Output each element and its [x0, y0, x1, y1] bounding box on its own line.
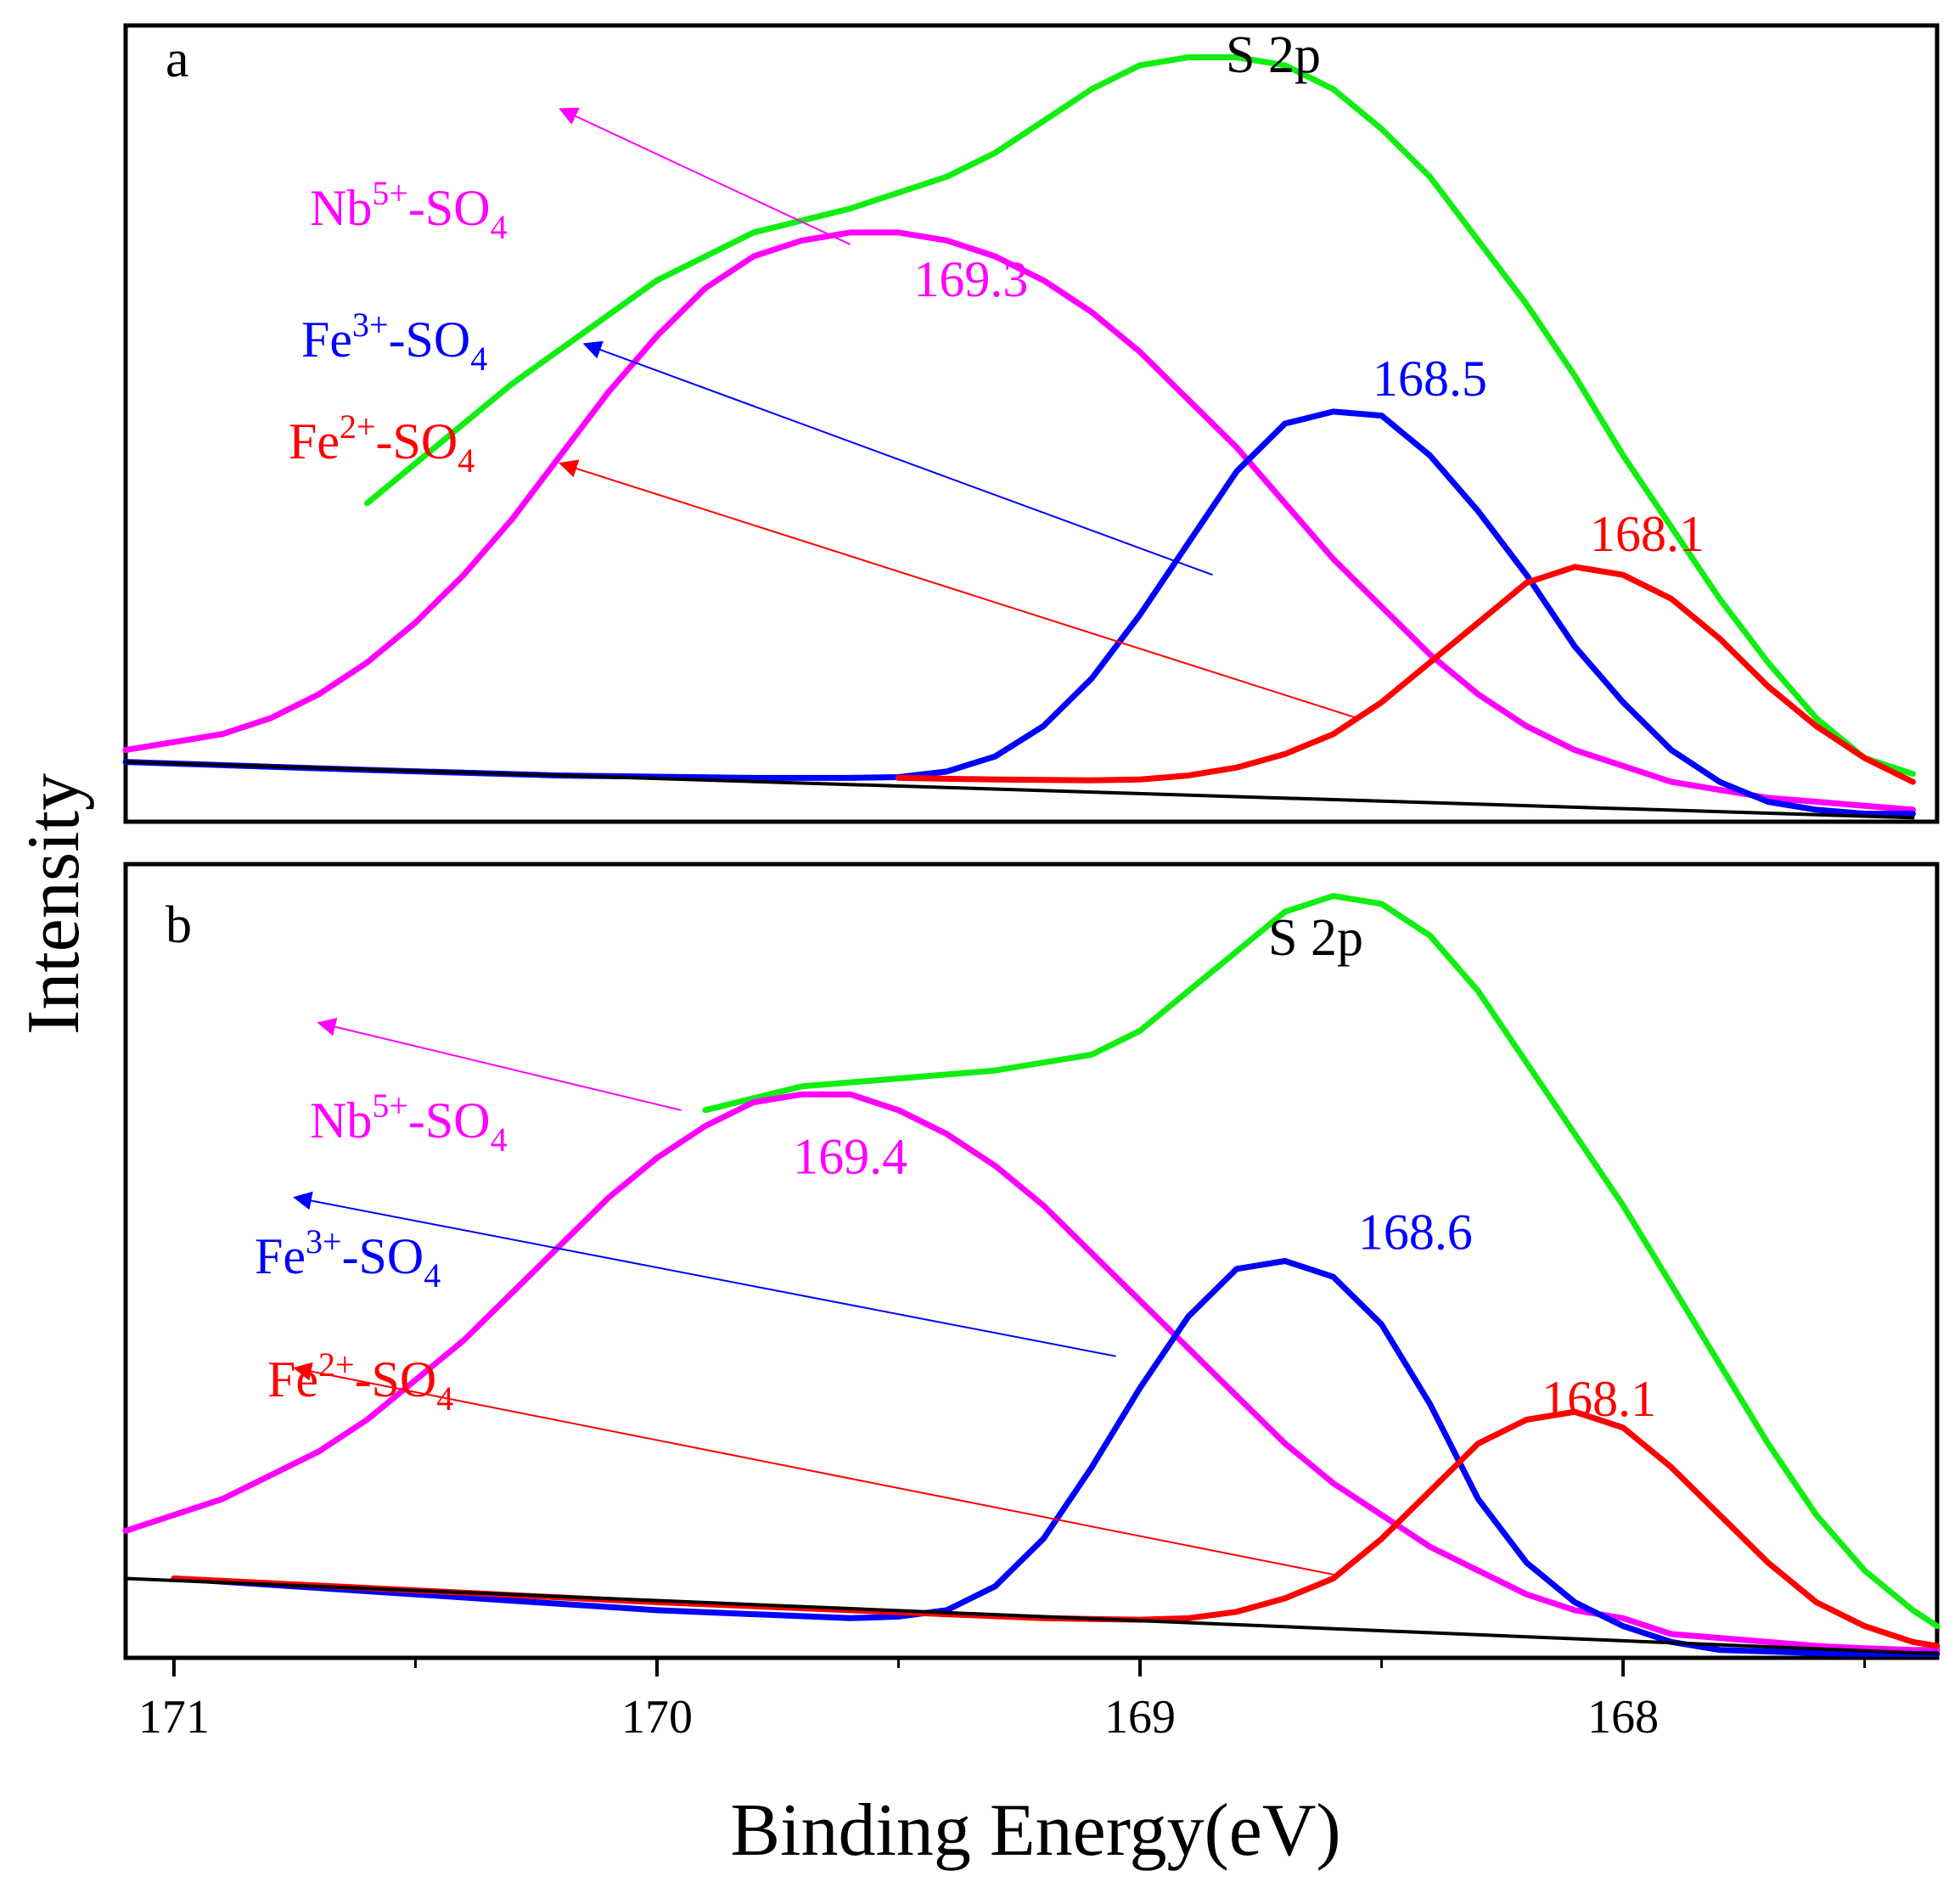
series-line-fe3-so4 — [171, 1258, 1940, 1657]
legend-nb5-so4: Nb5+-SO4 — [310, 174, 508, 246]
legend-sub: 4 — [491, 1120, 508, 1159]
legend-fe2-so4: Fe2+-SO4 — [289, 407, 475, 480]
panel-title: S 2p — [1268, 909, 1363, 967]
legend-base: Fe — [301, 312, 352, 368]
x-tick-label: 169 — [1104, 1691, 1176, 1744]
legend-suffix: -SO — [408, 1092, 491, 1149]
legend-sub: 4 — [424, 1256, 441, 1295]
panel-a: 169.3168.5168.1Nb5+-SO4Fe3+-SO4Fe2+-SO4S… — [122, 23, 1940, 824]
legend-sub: 4 — [491, 208, 508, 246]
series-line-total-envelope — [702, 892, 1940, 1630]
legend-base: Nb — [310, 180, 372, 236]
legend-suffix: -SO — [376, 413, 458, 469]
legend-base: Fe — [267, 1351, 318, 1407]
peak-label: 168.6 — [1358, 1204, 1473, 1260]
panel-frame — [123, 23, 1940, 824]
legend-suffix: -SO — [342, 1228, 424, 1284]
x-tick-label: 168 — [1587, 1691, 1659, 1744]
x-tick-label: 170 — [621, 1691, 693, 1744]
series-line-background — [124, 1576, 1939, 1656]
legend-fe3-so4: Fe3+-SO4 — [301, 306, 487, 378]
series-line-total-envelope — [364, 54, 1916, 778]
panel-letter: b — [166, 896, 192, 954]
legend-sup: 2+ — [318, 1345, 355, 1384]
series-line-fe3-so4 — [122, 408, 1916, 817]
arrow-nb5-so4 — [317, 1017, 682, 1111]
x-axis-label: Binding Energy(eV) — [730, 1789, 1340, 1872]
legend-sup: 5+ — [372, 174, 408, 212]
x-tick-label: 171 — [138, 1691, 210, 1744]
legend-sup: 3+ — [306, 1222, 342, 1261]
panel-title: S 2p — [1226, 26, 1321, 84]
panel-b: 169.4168.6168.1Nb5+-SO4Fe3+-SO4Fe2+-SO4S… — [122, 862, 1940, 1744]
arrow-fe2-so4 — [559, 459, 1358, 720]
legend-sub: 4 — [458, 441, 475, 480]
series-line-nb5-so4 — [122, 229, 1916, 813]
peak-label: 168.1 — [1590, 506, 1704, 562]
peak-label: 169.4 — [793, 1129, 907, 1185]
series-line-background — [124, 760, 1915, 820]
arrow-fe3-so4 — [293, 1191, 1116, 1357]
panel-frame — [123, 862, 1940, 1660]
series-line-nb5-so4 — [122, 1091, 1940, 1654]
legend-suffix: -SO — [389, 312, 471, 368]
legend-suffix: -SO — [355, 1351, 437, 1407]
legend-base: Nb — [310, 1092, 372, 1149]
legend-sub: 4 — [436, 1379, 453, 1418]
legend-nb5-so4: Nb5+-SO4 — [310, 1087, 508, 1159]
series-line-fe2-so4 — [171, 1408, 1940, 1649]
legend-sub: 4 — [470, 340, 487, 378]
legend-base: Fe — [255, 1228, 306, 1284]
arrow-fe2-so4 — [293, 1362, 1334, 1575]
panel-letter: a — [166, 31, 189, 88]
arrow-fe3-so4 — [582, 340, 1213, 576]
peak-label: 168.5 — [1373, 351, 1487, 407]
series-line-fe2-so4 — [896, 564, 1916, 785]
legend-sup: 2+ — [340, 407, 376, 446]
legend-base: Fe — [289, 413, 340, 469]
legend-sup: 3+ — [352, 306, 389, 344]
legend-fe2-so4: Fe2+-SO4 — [267, 1345, 453, 1418]
peak-label: 168.1 — [1542, 1371, 1656, 1427]
legend-sup: 5+ — [372, 1087, 408, 1125]
legend-fe3-so4: Fe3+-SO4 — [255, 1222, 441, 1295]
legend-suffix: -SO — [408, 180, 491, 236]
y-axis-label: Intensity — [13, 773, 95, 1035]
arrow-nb5-so4 — [559, 107, 851, 245]
peak-label: 169.3 — [913, 251, 1028, 307]
